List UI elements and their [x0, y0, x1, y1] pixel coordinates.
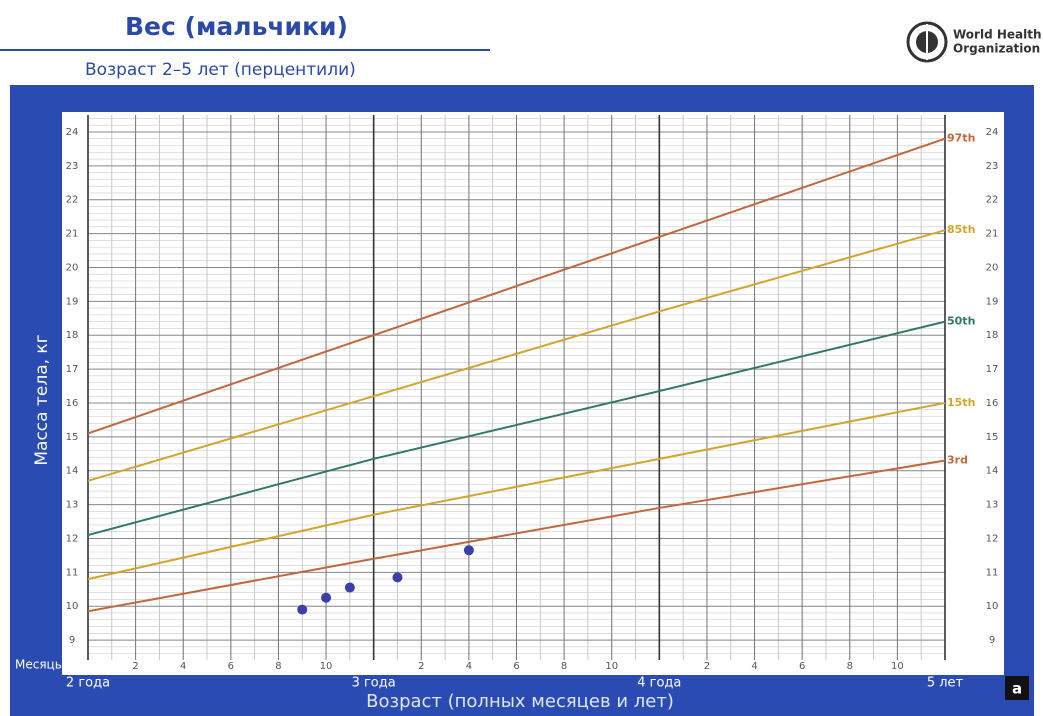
y-tick-label: 21 [66, 229, 79, 240]
percentile-line [87, 401, 946, 581]
y-tick-label: 19 [66, 296, 79, 307]
y-tick-label: 14 [986, 466, 999, 477]
y-tick-label: 23 [986, 161, 999, 172]
y-tick-label: 22 [986, 195, 999, 206]
x-tick-label: 8 [847, 661, 853, 672]
percentile-line [87, 137, 946, 435]
y-tick-label: 23 [66, 161, 79, 172]
series-label: 15th [947, 396, 975, 409]
y-tick-label: 13 [66, 500, 79, 511]
y-tick-label: 15 [986, 432, 999, 443]
y-tick-label: 11 [986, 567, 999, 578]
x-tick-label: 8 [561, 661, 567, 672]
percentile-line [87, 459, 946, 613]
x-unit-label: Месяцы [15, 658, 64, 672]
who-logo [906, 21, 948, 63]
y-tick-label: 12 [66, 533, 79, 544]
x-tick-label: 2 года [66, 676, 110, 691]
series-label: 85th [947, 223, 975, 236]
badge: a [1012, 680, 1022, 698]
chart-subtitle: Возраст 2–5 лет (перцентили) [85, 60, 356, 80]
x-tick-label: 5 лет [927, 676, 964, 691]
x-tick-label: 10 [320, 661, 333, 672]
series-label: 50th [947, 315, 975, 328]
grid [87, 115, 946, 660]
data-point [321, 592, 332, 603]
y-tick-label: 17 [986, 364, 999, 375]
x-tick-label: 3 года [352, 676, 396, 691]
x-tick-label: 8 [275, 661, 281, 672]
y-tick-label: 15 [66, 432, 79, 443]
data-point [463, 545, 474, 556]
y-tick-label: 12 [986, 533, 999, 544]
percentile-line [87, 229, 946, 482]
y-tick-label: 17 [66, 364, 79, 375]
x-tick-label: 4 [751, 661, 757, 672]
y-tick-label: 13 [986, 500, 999, 511]
y-tick-label: 10 [66, 601, 79, 612]
x-tick-label: 2 [418, 661, 424, 672]
y-tick-label: 9 [69, 635, 75, 646]
y-tick-label: 20 [986, 262, 999, 273]
x-tick-label: 2 [704, 661, 710, 672]
x-tick-label: 6 [799, 661, 805, 672]
badge-box [1005, 676, 1029, 700]
y-tick-label: 20 [66, 262, 79, 273]
x-tick-label: 10 [605, 661, 618, 672]
x-tick-label: 6 [513, 661, 519, 672]
y-tick-label: 10 [986, 601, 999, 612]
org-name: World Health [953, 28, 1042, 42]
x-tick-label: 4 [466, 661, 472, 672]
percentile-line [87, 320, 946, 537]
chart-title: Вес (мальчики) [125, 12, 348, 41]
y-tick-label: 11 [66, 567, 79, 578]
y-tick-label: 16 [66, 398, 79, 409]
y-tick-label: 9 [989, 635, 995, 646]
x-tick-label: 2 [132, 661, 138, 672]
x-tick-label: 10 [891, 661, 904, 672]
x-tick-label: 4 года [637, 676, 681, 691]
x-tick-label: 6 [228, 661, 234, 672]
data-point [344, 582, 355, 593]
y-tick-label: 22 [66, 195, 79, 206]
x-tick-label: 4 [180, 661, 186, 672]
data-point [392, 572, 403, 583]
y-tick-label: 24 [986, 127, 999, 138]
y-tick-label: 21 [986, 229, 999, 240]
y-tick-label: 18 [66, 330, 79, 341]
y-tick-label: 19 [986, 296, 999, 307]
x-axis-label: Возраст (полных месяцев и лет) [366, 691, 674, 712]
series-label: 3rd [947, 454, 968, 467]
y-tick-label: 16 [986, 398, 999, 409]
org-name: Organization [953, 42, 1040, 56]
y-tick-label: 24 [66, 127, 79, 138]
data-point [297, 604, 308, 615]
y-tick-label: 18 [986, 330, 999, 341]
series-label: 97th [947, 132, 975, 145]
plot-area [62, 112, 1004, 675]
y-axis-label: Масса тела, кг [32, 334, 52, 465]
y-tick-label: 14 [66, 466, 79, 477]
